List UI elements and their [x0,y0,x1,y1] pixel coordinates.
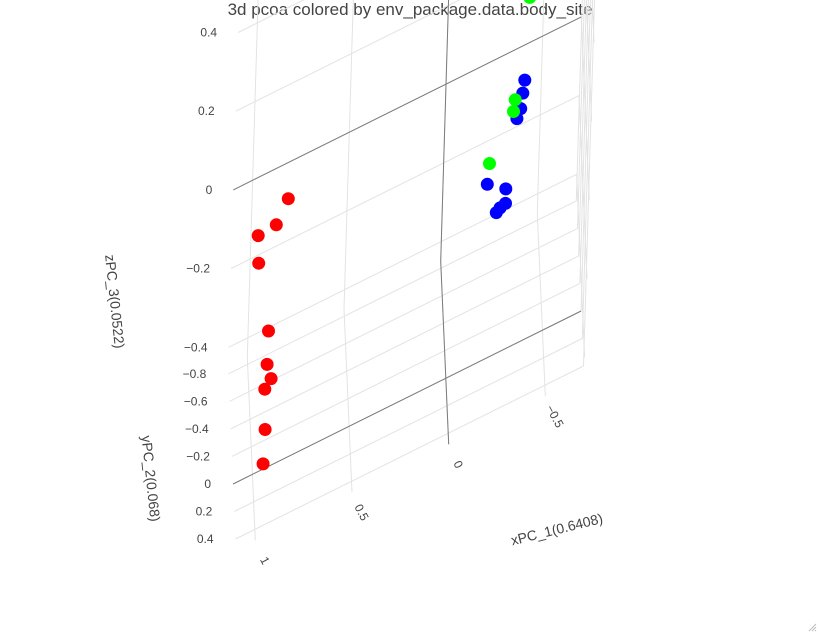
grid-line-z-sidewall [235,0,461,112]
y-axis-title: yPC_2(0.068) [139,435,164,523]
grid-line-y-floor [235,365,584,540]
y-tick-label: −0.6 [184,394,208,408]
y-tick-label: 0.4 [197,532,214,546]
grid-lines [228,0,595,541]
y-tick-label: −0.8 [183,367,207,381]
z-tick-label: 0.2 [198,104,215,118]
data-point-series-0[interactable] [269,218,283,232]
z-axis-title: zPC_3(0.0522) [102,254,128,349]
data-points[interactable] [251,0,537,471]
data-point-series-1[interactable] [483,157,496,170]
grid-line-z-backwall [591,0,595,43]
grid-line-x-sidewall [246,0,259,358]
grid-line-x-floor [246,357,256,541]
grid-line-y-floor [231,282,581,457]
data-point-series-0[interactable] [281,192,295,206]
axis-titles: xPC_1(0.6408) yPC_2(0.068) zPC_3(0.0522) [102,254,604,548]
zero-line-x-floor [440,261,450,445]
y-tick-label: −0.2 [186,449,210,463]
zero-line-y-floor [232,310,582,485]
x-tick-label: 1 [257,554,273,567]
grid-line-x-sidewall [343,0,354,310]
grid-line-x-floor [536,213,546,397]
grid-line-z-sidewall [237,0,305,33]
data-point-series-0[interactable] [260,357,274,371]
y-tick-label: 0.2 [196,505,213,519]
data-point-series-1[interactable] [508,93,522,107]
grid-line-z-backwall [585,0,593,122]
z-tick-label: 0.4 [200,26,217,40]
grid-line-y-floor [230,255,579,430]
grid-line-z-backwall [578,95,588,279]
grid-line-x-floor [343,309,353,493]
grid-line-y-floor [228,200,577,375]
x-axis-title: xPC_1(0.6408) [509,510,604,548]
chart-title: 3d pcoa colored by env_package.data.body… [227,0,593,19]
data-point-series-2[interactable] [480,177,494,191]
data-point-series-2[interactable] [489,206,503,220]
data-point-series-0[interactable] [256,457,270,471]
z-tick-label: −0.2 [186,262,210,276]
y-tick-label: −0.4 [185,422,209,436]
data-point-series-1[interactable] [523,0,536,4]
data-point-series-1[interactable] [507,105,520,118]
y-tick-label: 0 [204,477,211,491]
z-tick-label: −0.4 [184,340,208,354]
data-point-series-2[interactable] [518,73,532,87]
zero-line-x-wall [440,0,450,262]
grid-line-z-backwall [576,174,586,358]
data-point-series-0[interactable] [251,229,265,243]
data-point-series-0[interactable] [262,324,275,338]
grid-line-y-floor [234,338,583,512]
grid-line-z-sidewall [230,95,580,270]
data-point-series-0[interactable] [258,423,272,436]
resize-grip-icon[interactable] [807,622,817,632]
x-tick-label: −0.5 [543,403,567,431]
grid-line-z-sidewall [228,173,577,348]
data-point-series-2[interactable] [499,182,513,196]
grid-line-y-floor [229,227,578,402]
zero-line-z-wall [233,16,582,191]
data-point-series-0[interactable] [258,382,272,396]
grid-line-z-backwall [580,16,590,200]
data-point-series-0[interactable] [264,372,278,386]
z-tick-label: 0 [206,183,213,197]
x-tick-label: 0 [450,458,466,471]
grid-line-x-sidewall [536,0,545,214]
data-point-series-0[interactable] [252,256,266,270]
x-tick-label: 0.5 [351,502,371,524]
